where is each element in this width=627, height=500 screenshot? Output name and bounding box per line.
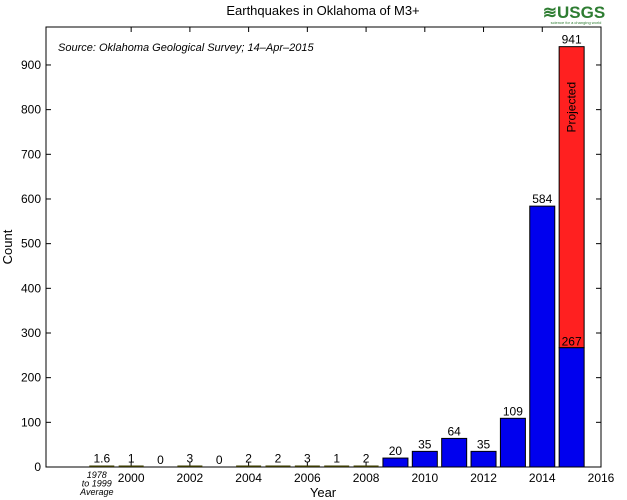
y-tick-label: 800 <box>21 103 41 117</box>
x-tick-label: 2006 <box>294 471 321 485</box>
projected-text: Projected <box>565 82 579 133</box>
plot-area <box>45 26 602 468</box>
bar <box>411 450 438 468</box>
x-tick-label: 2014 <box>529 471 556 485</box>
bar-value-label: 2 <box>363 452 370 466</box>
projected-label: 941 <box>562 33 582 47</box>
x-tick-label: 2002 <box>177 471 204 485</box>
y-axis-label: Count <box>0 229 15 264</box>
bar <box>118 465 144 467</box>
y-tick-label: 600 <box>21 192 41 206</box>
bar <box>265 465 291 467</box>
bar <box>441 437 468 468</box>
x-axis-label: Year <box>310 485 337 500</box>
bar-value-label: 2 <box>275 452 282 466</box>
bar-value-label: 3 <box>304 452 311 466</box>
bar-value-label: 64 <box>447 424 461 438</box>
y-tick-label: 900 <box>21 58 41 72</box>
bar <box>470 450 497 468</box>
bar-value-label: 0 <box>157 453 164 467</box>
bar-value-label: 1.6 <box>93 452 110 466</box>
bar-value-label: 35 <box>477 437 491 451</box>
x-tick-label: 2008 <box>353 471 380 485</box>
average-label: Average <box>79 487 113 497</box>
y-tick-label: 700 <box>21 147 41 161</box>
x-tick-label: 2016 <box>588 471 615 485</box>
usgs-logo-tagline: science for a changing world <box>551 20 602 25</box>
source-annotation: Source: Oklahoma Geological Survey; 14–A… <box>58 42 314 54</box>
bar <box>529 205 556 468</box>
bar <box>177 465 203 467</box>
bar-value-label: 584 <box>532 192 552 206</box>
bar-value-label: 35 <box>418 437 432 451</box>
bar <box>382 457 409 468</box>
bar-value-label: 2 <box>245 452 252 466</box>
bar-value-label: 3 <box>187 452 194 466</box>
x-tick-label: 2010 <box>411 471 438 485</box>
bar <box>236 465 262 467</box>
x-tick-label: 2004 <box>235 471 262 485</box>
average-label: to 1999 <box>82 479 112 489</box>
bar-value-label: 109 <box>503 404 523 418</box>
bar-value-label: 1 <box>128 452 135 466</box>
y-tick-label: 0 <box>34 460 41 474</box>
y-tick-label: 500 <box>21 237 41 251</box>
bar <box>294 465 320 467</box>
bar-value-label: 267 <box>562 335 582 349</box>
bar-value-label: 0 <box>216 453 223 467</box>
average-label: 1978 <box>87 470 107 480</box>
bar <box>558 347 585 468</box>
chart-title: Earthquakes in Oklahoma of M3+ <box>226 3 419 18</box>
bar <box>89 465 115 467</box>
bar <box>353 465 379 467</box>
x-tick-label: 2000 <box>118 471 145 485</box>
bar-value-label: 20 <box>389 444 403 458</box>
y-tick-label: 200 <box>21 371 41 385</box>
bar-value-label: 1 <box>333 452 340 466</box>
x-tick-label: 2012 <box>470 471 497 485</box>
usgs-logo-text: ≋USGS <box>543 3 605 22</box>
bar <box>324 465 350 467</box>
usgs-logo: ≋USGS science for a changing world <box>543 3 605 25</box>
bar <box>499 417 526 468</box>
y-tick-label: 100 <box>21 415 41 429</box>
y-tick-label: 300 <box>21 326 41 340</box>
y-tick-label: 400 <box>21 281 41 295</box>
